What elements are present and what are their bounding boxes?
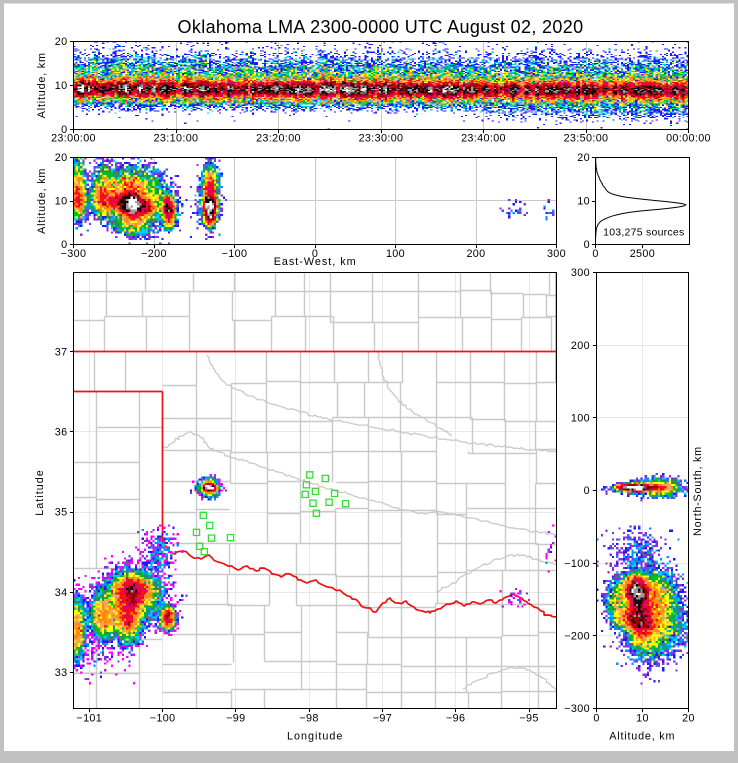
svg-text:100: 100 <box>571 412 590 424</box>
svg-text:20: 20 <box>55 152 68 164</box>
svg-text:200: 200 <box>466 248 485 260</box>
svg-text:Altitude, km: Altitude, km <box>36 52 48 118</box>
svg-text:−200: −200 <box>564 630 590 642</box>
svg-text:−96: −96 <box>446 713 465 725</box>
svg-text:North-South, km: North-South, km <box>692 446 704 536</box>
svg-text:23:40:00: 23:40:00 <box>461 133 506 145</box>
svg-text:Altitude, km: Altitude, km <box>36 168 48 234</box>
svg-text:−100: −100 <box>150 713 176 725</box>
svg-text:100: 100 <box>386 248 405 260</box>
svg-text:East-West, km: East-West, km <box>274 256 357 268</box>
svg-text:10: 10 <box>636 713 649 725</box>
svg-text:300: 300 <box>571 267 590 279</box>
svg-text:35: 35 <box>55 507 68 519</box>
svg-text:Altitude, km: Altitude, km <box>609 731 675 743</box>
svg-text:23:20:00: 23:20:00 <box>256 133 301 145</box>
svg-text:10: 10 <box>55 80 68 92</box>
svg-text:20: 20 <box>577 152 590 164</box>
svg-text:Longitude: Longitude <box>287 731 343 743</box>
svg-text:36: 36 <box>55 427 68 439</box>
svg-text:33: 33 <box>55 667 68 679</box>
svg-text:10: 10 <box>577 196 590 208</box>
svg-text:Latitude: Latitude <box>34 469 46 515</box>
svg-text:Oklahoma LMA 2300-0000 UTC Aug: Oklahoma LMA 2300-0000 UTC August 02, 20… <box>178 17 584 37</box>
svg-text:0: 0 <box>593 713 599 725</box>
svg-text:200: 200 <box>571 340 590 352</box>
svg-text:300: 300 <box>547 248 566 260</box>
svg-text:−200: −200 <box>141 248 167 260</box>
svg-text:10: 10 <box>55 196 68 208</box>
svg-text:2500: 2500 <box>630 248 655 260</box>
svg-text:−97: −97 <box>373 713 392 725</box>
svg-text:20: 20 <box>55 36 68 48</box>
svg-text:−300: −300 <box>564 703 590 715</box>
svg-text:23:10:00: 23:10:00 <box>154 133 199 145</box>
svg-text:00:00:00: 00:00:00 <box>666 133 711 145</box>
svg-text:0: 0 <box>312 248 318 260</box>
svg-text:−300: −300 <box>61 248 87 260</box>
svg-text:0: 0 <box>584 485 590 497</box>
svg-text:−100: −100 <box>222 248 248 260</box>
svg-text:34: 34 <box>55 587 68 599</box>
svg-text:−95: −95 <box>519 713 538 725</box>
svg-text:103,275 sources: 103,275 sources <box>603 227 684 239</box>
svg-text:−98: −98 <box>299 713 318 725</box>
svg-text:37: 37 <box>55 346 68 358</box>
svg-text:23:30:00: 23:30:00 <box>359 133 404 145</box>
svg-text:−100: −100 <box>564 558 590 570</box>
svg-text:0: 0 <box>61 239 67 251</box>
svg-text:0: 0 <box>592 248 598 260</box>
svg-text:0: 0 <box>61 124 67 136</box>
svg-text:−99: −99 <box>226 713 245 725</box>
svg-text:20: 20 <box>682 713 695 725</box>
svg-text:23:50:00: 23:50:00 <box>564 133 609 145</box>
svg-text:23:00:00: 23:00:00 <box>51 133 96 145</box>
svg-text:−101: −101 <box>76 713 102 725</box>
svg-text:0: 0 <box>584 239 590 251</box>
